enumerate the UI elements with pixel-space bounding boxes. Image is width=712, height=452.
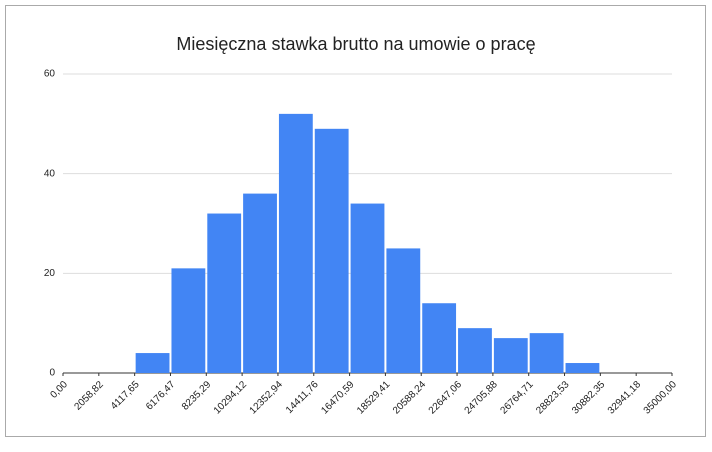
bar [278,113,313,373]
bar [422,303,457,373]
bar [458,328,492,373]
bar [350,203,385,373]
chart-title: Miesięczna stawka brutto na umowie o pra… [176,34,535,54]
bar [529,333,564,373]
bar [135,353,170,373]
y-tick-label: 60 [44,69,56,80]
bar [171,268,206,373]
bar [386,248,421,373]
y-tick-label: 0 [49,368,55,379]
bar [207,213,242,373]
bar [565,363,600,373]
bar [314,128,349,373]
y-tick-label: 20 [44,268,56,279]
y-tick-label: 40 [44,168,56,179]
bar [493,338,528,373]
bar [243,193,277,373]
